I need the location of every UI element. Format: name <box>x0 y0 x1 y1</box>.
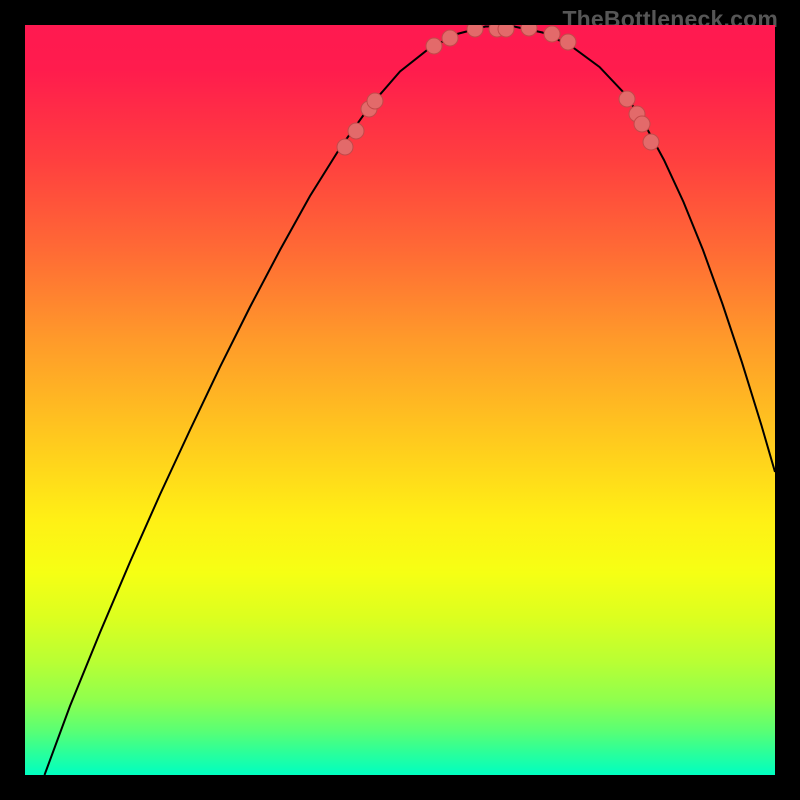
data-marker <box>633 116 650 133</box>
data-marker <box>366 92 383 109</box>
data-marker <box>544 26 561 43</box>
chart-frame: TheBottleneck.com <box>0 0 800 800</box>
plot-area <box>25 25 775 775</box>
data-marker <box>425 38 442 55</box>
data-marker <box>441 29 458 46</box>
bottleneck-curve <box>45 27 776 776</box>
data-marker <box>347 122 364 139</box>
data-marker <box>619 91 636 108</box>
curve-svg <box>25 25 775 775</box>
data-marker <box>560 34 577 51</box>
data-marker <box>643 134 660 151</box>
data-marker <box>337 139 354 156</box>
